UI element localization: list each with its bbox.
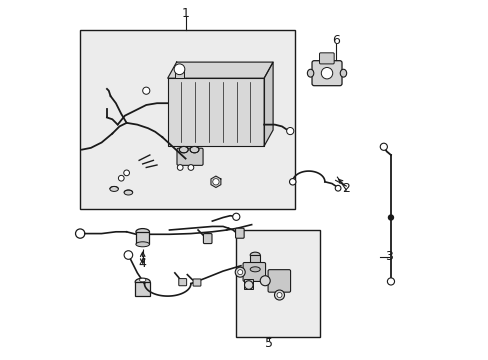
Ellipse shape [136, 242, 149, 247]
Circle shape [188, 165, 193, 170]
Ellipse shape [179, 147, 188, 153]
Ellipse shape [250, 267, 260, 272]
Polygon shape [167, 62, 272, 78]
Circle shape [276, 293, 282, 297]
FancyBboxPatch shape [319, 53, 333, 64]
Circle shape [123, 170, 129, 176]
Circle shape [244, 281, 253, 289]
Bar [244, 279, 253, 289]
Bar [136, 232, 149, 244]
Text: 4: 4 [139, 257, 146, 270]
Ellipse shape [307, 69, 313, 77]
Bar [135, 282, 150, 296]
Text: 6: 6 [331, 34, 339, 47]
Polygon shape [264, 62, 272, 146]
FancyBboxPatch shape [311, 61, 341, 86]
Circle shape [212, 179, 219, 185]
Bar [167, 78, 264, 146]
Ellipse shape [190, 147, 199, 153]
Ellipse shape [340, 69, 346, 77]
Polygon shape [210, 176, 221, 188]
Bar [235, 230, 319, 337]
Circle shape [177, 165, 183, 170]
Bar [175, 69, 183, 78]
Circle shape [142, 87, 149, 94]
FancyBboxPatch shape [235, 228, 244, 238]
Circle shape [237, 270, 242, 275]
Ellipse shape [136, 229, 149, 235]
Circle shape [286, 127, 293, 135]
Text: 1: 1 [181, 8, 189, 21]
Circle shape [335, 185, 340, 191]
FancyBboxPatch shape [243, 262, 265, 282]
Text: 3: 3 [385, 250, 392, 263]
Circle shape [380, 143, 386, 150]
Ellipse shape [139, 278, 145, 282]
Bar [250, 255, 260, 269]
Circle shape [174, 64, 184, 75]
Ellipse shape [135, 278, 150, 285]
Circle shape [260, 276, 270, 286]
Circle shape [118, 175, 124, 181]
Circle shape [386, 278, 394, 285]
Ellipse shape [110, 186, 118, 192]
Text: 2: 2 [342, 183, 349, 195]
Circle shape [321, 67, 332, 79]
Circle shape [289, 179, 295, 185]
FancyBboxPatch shape [177, 148, 203, 165]
Circle shape [274, 290, 284, 300]
Circle shape [232, 213, 240, 220]
Ellipse shape [250, 252, 260, 258]
Text: 5: 5 [264, 337, 272, 350]
Bar [80, 30, 294, 208]
Circle shape [235, 267, 244, 277]
FancyBboxPatch shape [203, 234, 212, 244]
FancyBboxPatch shape [179, 279, 186, 286]
Circle shape [387, 215, 393, 220]
Ellipse shape [124, 190, 132, 195]
FancyBboxPatch shape [267, 270, 290, 292]
Circle shape [75, 229, 84, 238]
FancyBboxPatch shape [193, 279, 201, 286]
Circle shape [124, 251, 132, 259]
